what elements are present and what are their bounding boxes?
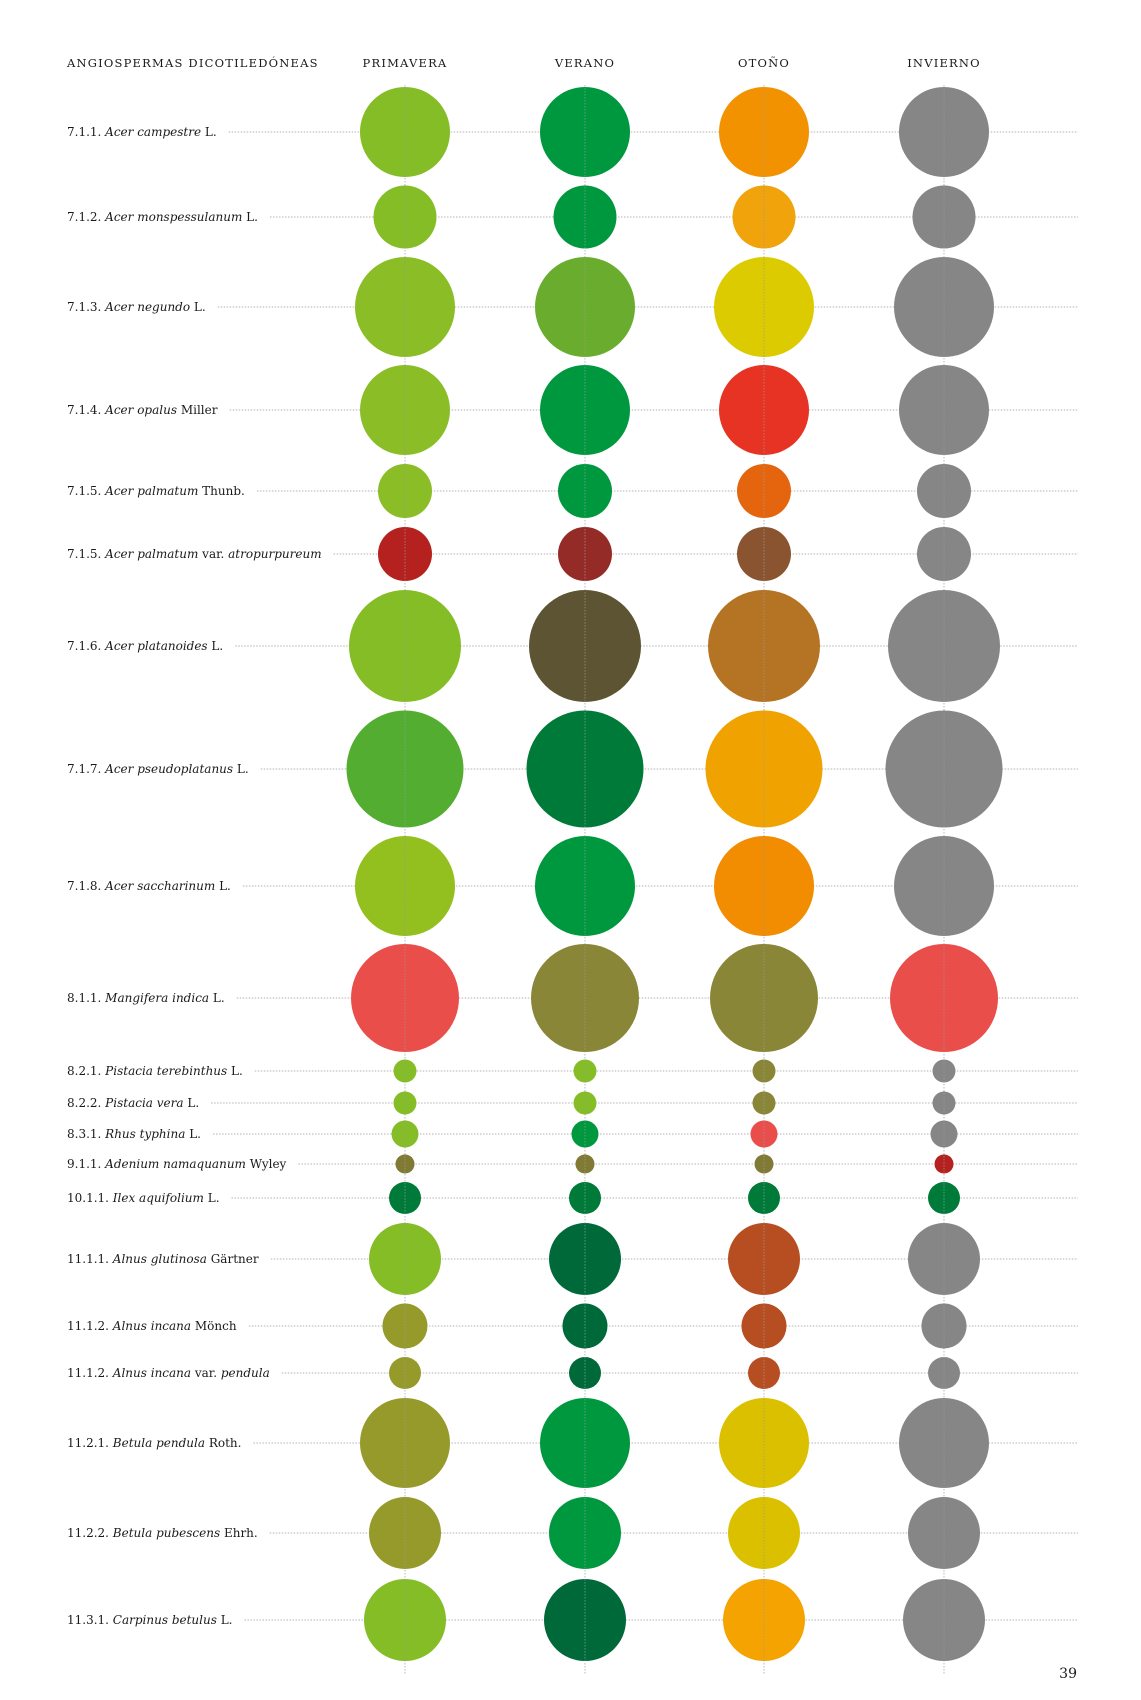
column-header-2: OTOÑO (738, 56, 790, 70)
season-circle (571, 1120, 599, 1148)
season-circle (395, 1154, 415, 1174)
season-circle (364, 1579, 446, 1661)
season-circle (921, 1303, 967, 1349)
row-label: 7.1.1. Acer campestre L. (67, 125, 217, 139)
page-number: 39 (1059, 1666, 1077, 1682)
season-circle (573, 1059, 597, 1083)
season-circle (719, 1398, 809, 1488)
season-circle (934, 1154, 954, 1174)
season-circles (346, 85, 1003, 1675)
row-label: 7.1.2. Acer monspessulanum L. (67, 210, 258, 224)
column-header-1: VERANO (554, 56, 615, 70)
row-label: 7.1.8. Acer saccharinum L. (67, 879, 231, 893)
row-label: 9.1.1. Adenium namaquanum Wyley (67, 1157, 287, 1171)
season-circle (930, 1120, 958, 1148)
column-header-3: INVIERNO (907, 56, 981, 70)
row-label: 8.3.1. Rhus typhina L. (67, 1127, 201, 1141)
row-label: 11.1.2. Alnus incana var. pendula (67, 1366, 270, 1380)
season-circle (369, 1497, 441, 1569)
season-circle (899, 87, 989, 177)
row-labels: 7.1.1. Acer campestre L. 7.1.2. Acer mons… (67, 125, 322, 1627)
season-circle (540, 1398, 630, 1488)
season-circle (908, 1497, 980, 1569)
row-label: 7.1.7. Acer pseudoplatanus L. (67, 762, 249, 776)
season-circle (393, 1059, 417, 1083)
season-circle (382, 1303, 428, 1349)
row-label: 8.2.2. Pistacia vera L. (67, 1096, 199, 1110)
season-circle (932, 1059, 956, 1083)
row-label: 8.1.1. Mangifera indica L. (67, 991, 225, 1005)
row-label: 7.1.4. Acer opalus Miller (67, 403, 218, 417)
season-circle (903, 1579, 985, 1661)
header-label: ANGIOSPERMAS DICOTILEDÓNEAS (66, 56, 319, 70)
row-label: 11.2.2. Betula pubescens Ehrh. (67, 1526, 258, 1540)
season-circle (723, 1579, 805, 1661)
row-label: 10.1.1. Ilex aquifolium L. (67, 1191, 220, 1205)
season-circle (544, 1579, 626, 1661)
row-label: 7.1.5. Acer palmatum Thunb. (67, 484, 245, 498)
row-label: 7.1.5. Acer palmatum var. atropurpureum (67, 547, 322, 561)
season-circle (754, 1154, 774, 1174)
season-circle (360, 87, 450, 177)
row-label: 11.2.1. Betula pendula Roth. (67, 1436, 241, 1450)
season-circle (741, 1303, 787, 1349)
season-circle (540, 87, 630, 177)
season-circle (549, 1497, 621, 1569)
season-circle (360, 1398, 450, 1488)
season-circle (391, 1120, 419, 1148)
row-label: 7.1.3. Acer negundo L. (67, 300, 206, 314)
column-headers: ANGIOSPERMAS DICOTILEDÓNEAS PRIMAVERA VER… (66, 56, 981, 70)
row-label: 11.1.1. Alnus glutinosa Gärtner (67, 1252, 259, 1266)
season-circle (719, 87, 809, 177)
season-circle (575, 1154, 595, 1174)
season-circle (728, 1497, 800, 1569)
row-label: 7.1.6. Acer platanoides L. (67, 639, 223, 653)
row-label: 11.1.2. Alnus incana Mönch (67, 1319, 237, 1333)
column-header-0: PRIMAVERA (363, 56, 448, 70)
season-circle (899, 1398, 989, 1488)
row-label: 8.2.1. Pistacia terebinthus L. (67, 1064, 243, 1078)
row-label: 11.3.1. Carpinus betulus L. (67, 1613, 233, 1627)
season-circle (752, 1059, 776, 1083)
season-circle (750, 1120, 778, 1148)
season-circle (562, 1303, 608, 1349)
